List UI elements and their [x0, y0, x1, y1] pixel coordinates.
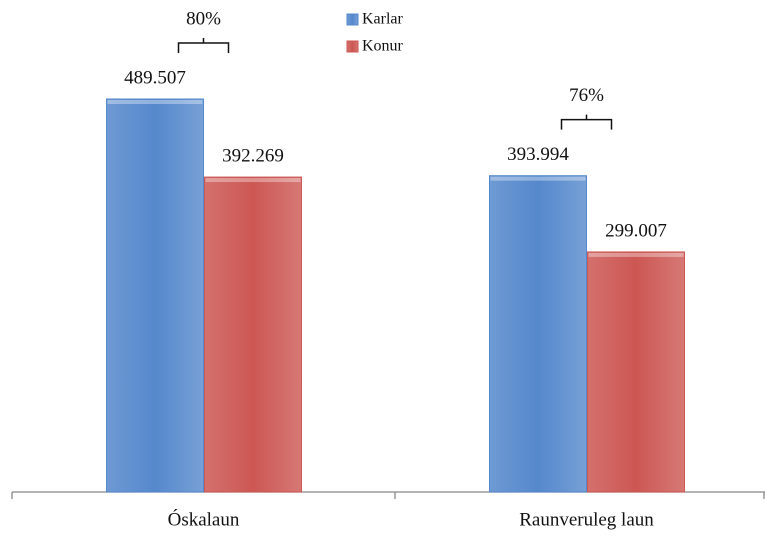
- bar-highlight: [107, 100, 203, 104]
- legend-label: Konur: [362, 38, 404, 55]
- bar: [204, 176, 302, 493]
- annotation: 80%: [186, 8, 221, 29]
- x-tick-label: Óskalaun: [168, 508, 240, 530]
- value-label: 489.507: [124, 67, 186, 88]
- bar-highlight: [490, 176, 586, 181]
- legend-swatch: [346, 13, 359, 26]
- bar: [106, 98, 204, 493]
- brace: [177, 38, 230, 53]
- bar: [587, 251, 685, 493]
- value-label: 299.007: [605, 220, 667, 241]
- value-label: 393.994: [507, 144, 569, 165]
- bar-highlight: [205, 178, 301, 183]
- value-label: 392.269: [222, 145, 284, 166]
- annotation: 76%: [569, 85, 604, 106]
- brace: [560, 114, 613, 130]
- legend-label: Karlar: [362, 11, 404, 28]
- x-tick-label: Raunveruleg laun: [519, 509, 654, 530]
- bar: [489, 175, 587, 493]
- legend-swatch: [346, 40, 359, 53]
- bar-highlight: [588, 252, 684, 257]
